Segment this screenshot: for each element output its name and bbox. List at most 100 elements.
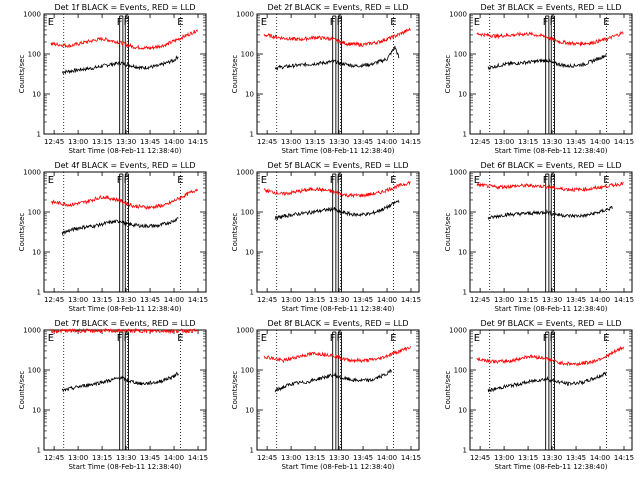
y-tick-label: 1 xyxy=(37,289,41,297)
x-tick-label: 13:30 xyxy=(329,138,349,146)
y-tick-label: 1000 xyxy=(23,169,41,177)
x-tick-label: 14:00 xyxy=(164,454,184,462)
marker-label: E xyxy=(177,333,183,344)
x-axis-label: Start Time (08-Feb-11 12:38:40) xyxy=(494,147,607,155)
marker-label: F xyxy=(124,333,130,344)
x-axis-label: Start Time (08-Feb-11 12:38:40) xyxy=(68,147,181,155)
y-tick-label: 10 xyxy=(245,91,254,99)
marker-label: E xyxy=(261,175,267,186)
marker-label: F xyxy=(550,333,556,344)
y-tick-label: 100 xyxy=(28,209,41,217)
y-tick-label: 1 xyxy=(250,289,254,297)
y-axis-label: Counts/sec xyxy=(18,55,26,94)
x-tick-label: 14:00 xyxy=(164,138,184,146)
x-tick-label: 14:00 xyxy=(377,454,397,462)
y-tick-label: 1 xyxy=(250,447,254,455)
panel-title: Det 3f BLACK = Events, RED = LLD xyxy=(480,3,621,12)
marker-label: F xyxy=(543,333,549,344)
marker-label: E xyxy=(261,333,267,344)
marker-label: F xyxy=(117,17,123,28)
x-tick-label: 13:15 xyxy=(305,454,325,462)
marker-label: E xyxy=(390,333,396,344)
x-tick-label: 14:00 xyxy=(590,296,610,304)
lld-series-line xyxy=(50,188,198,211)
detector-panel: Det 9f BLACK = Events, RED = LLD 1 10 100 10… xyxy=(444,319,634,471)
x-tick-label: 13:15 xyxy=(92,138,112,146)
lld-series-line xyxy=(476,181,624,193)
y-axis-label: Counts/sec xyxy=(231,371,239,410)
x-tick-label: 13:00 xyxy=(281,138,301,146)
y-tick-label: 100 xyxy=(454,367,467,375)
y-tick-label: 10 xyxy=(32,407,41,415)
detector-panel: Det 8f BLACK = Events, RED = LLD 1 10 100 10… xyxy=(231,319,421,471)
x-tick-label: 13:45 xyxy=(353,296,373,304)
y-axis-label: Counts/sec xyxy=(18,213,26,252)
y-tick-label: 1 xyxy=(463,289,467,297)
x-axis-label: Start Time (08-Feb-11 12:38:40) xyxy=(68,463,181,471)
x-tick-label: 14:15 xyxy=(614,138,634,146)
y-tick-label: 100 xyxy=(28,367,41,375)
marker-label: E xyxy=(603,333,609,344)
marker-label: F xyxy=(543,175,549,186)
x-tick-label: 14:15 xyxy=(614,454,634,462)
y-tick-label: 1 xyxy=(463,131,467,139)
x-tick-label: 14:15 xyxy=(614,296,634,304)
events-series-line xyxy=(487,371,607,393)
y-tick-label: 10 xyxy=(245,407,254,415)
x-tick-label: 14:00 xyxy=(377,296,397,304)
detector-panel: Det 1f BLACK = Events, RED = LLD 1 10 100 10… xyxy=(18,3,208,155)
detector-panel: Det 3f BLACK = Events, RED = LLD 1 10 100 10… xyxy=(444,3,634,155)
x-tick-label: 13:00 xyxy=(494,454,514,462)
marker-label: F xyxy=(124,17,130,28)
y-tick-label: 10 xyxy=(245,249,254,257)
y-axis-label: Counts/sec xyxy=(231,55,239,94)
marker-label: E xyxy=(48,17,54,28)
marker-label: E xyxy=(474,175,480,186)
x-tick-label: 14:00 xyxy=(590,454,610,462)
x-tick-label: 13:00 xyxy=(68,296,88,304)
panel-title: Det 7f BLACK = Events, RED = LLD xyxy=(54,319,195,328)
x-axis-label: Start Time (08-Feb-11 12:38:40) xyxy=(494,463,607,471)
x-tick-label: 12:45 xyxy=(44,296,64,304)
events-series-line xyxy=(274,369,392,393)
x-tick-label: 13:00 xyxy=(494,296,514,304)
x-tick-label: 14:15 xyxy=(188,296,208,304)
marker-label: E xyxy=(48,333,54,344)
y-tick-label: 10 xyxy=(458,249,467,257)
x-tick-label: 13:00 xyxy=(68,454,88,462)
y-tick-label: 1 xyxy=(37,447,41,455)
x-tick-label: 13:30 xyxy=(329,454,349,462)
x-axis-label: Start Time (08-Feb-11 12:38:40) xyxy=(68,305,181,313)
x-tick-label: 12:45 xyxy=(44,454,64,462)
x-tick-label: 13:30 xyxy=(329,296,349,304)
y-tick-label: 1000 xyxy=(449,11,467,19)
x-tick-label: 12:45 xyxy=(257,138,277,146)
y-tick-label: 1000 xyxy=(449,327,467,335)
y-tick-label: 1000 xyxy=(236,169,254,177)
x-tick-label: 14:15 xyxy=(401,138,421,146)
x-tick-label: 13:30 xyxy=(116,454,136,462)
y-tick-label: 1 xyxy=(250,131,254,139)
x-tick-label: 13:30 xyxy=(542,296,562,304)
lld-series-line xyxy=(263,180,411,199)
y-tick-label: 1 xyxy=(37,131,41,139)
y-tick-label: 10 xyxy=(32,91,41,99)
x-tick-label: 12:45 xyxy=(257,454,277,462)
detector-panel: Det 7f BLACK = Events, RED = LLD 1 10 100 10… xyxy=(18,319,208,471)
x-tick-label: 13:00 xyxy=(281,296,301,304)
y-tick-label: 10 xyxy=(458,91,467,99)
panel-title: Det 4f BLACK = Events, RED = LLD xyxy=(54,161,195,170)
x-axis-label: Start Time (08-Feb-11 12:38:40) xyxy=(281,147,394,155)
marker-label: F xyxy=(543,17,549,28)
x-tick-label: 13:30 xyxy=(116,138,136,146)
y-tick-label: 1000 xyxy=(236,327,254,335)
x-tick-label: 13:45 xyxy=(140,138,160,146)
y-tick-label: 10 xyxy=(458,407,467,415)
panel-title: Det 2f BLACK = Events, RED = LLD xyxy=(267,3,408,12)
y-tick-label: 100 xyxy=(28,51,41,59)
marker-label: F xyxy=(330,333,336,344)
marker-label: F xyxy=(117,333,123,344)
y-tick-label: 100 xyxy=(241,209,254,217)
y-tick-label: 10 xyxy=(32,249,41,257)
